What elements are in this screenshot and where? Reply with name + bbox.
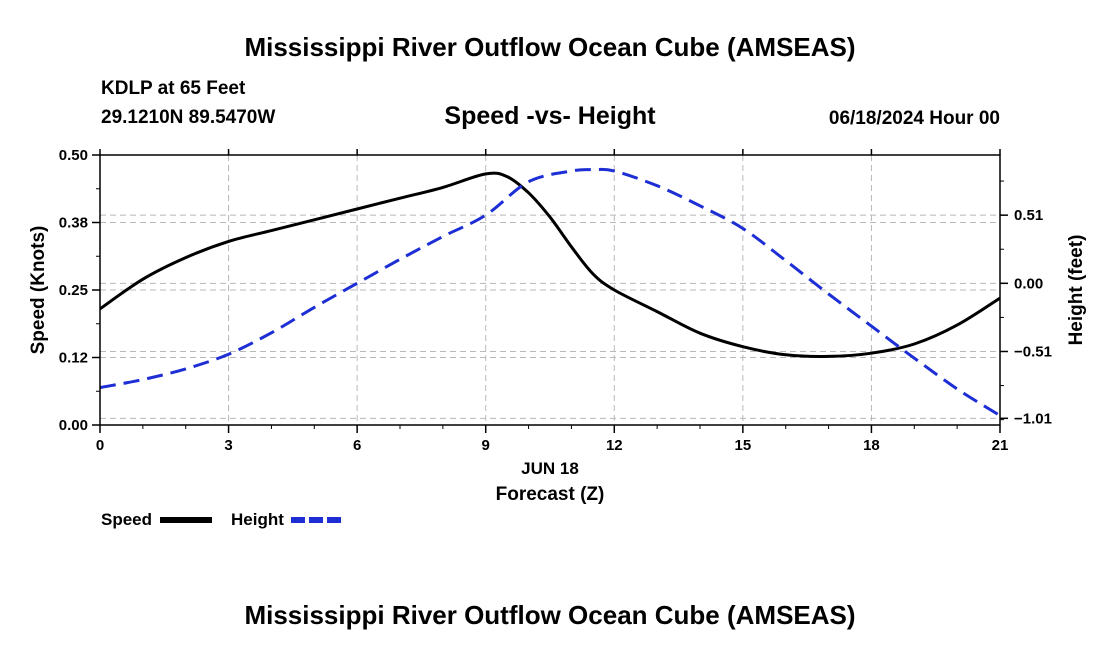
height-series-line bbox=[100, 169, 1000, 415]
x-tick-label: 12 bbox=[606, 437, 623, 454]
x-tick-label: 15 bbox=[735, 437, 752, 454]
series-lines bbox=[100, 169, 1000, 415]
station-label: KDLP at 65 Feet bbox=[101, 78, 246, 99]
speed-series-line bbox=[100, 173, 1000, 356]
y-tick-label: 0.50 bbox=[59, 147, 88, 164]
x-tick-label: 6 bbox=[353, 437, 361, 454]
y2-tick-label: 0.00 bbox=[1014, 275, 1043, 292]
chart-title: Speed -vs- Height bbox=[444, 102, 656, 130]
x-axis-label: Forecast (Z) bbox=[496, 484, 605, 505]
y2-tick-label: −1.01 bbox=[1014, 410, 1052, 427]
x-tick-label: 3 bbox=[224, 437, 232, 454]
y-tick-label: 0.00 bbox=[59, 417, 88, 434]
chart-canvas: Mississippi River Outflow Ocean Cube (AM… bbox=[0, 0, 1100, 650]
y2-tick-label: −0.51 bbox=[1014, 343, 1052, 360]
date-label: JUN 18 bbox=[521, 459, 579, 478]
y-axis-label: Speed (Knots) bbox=[28, 226, 49, 355]
y-tick-label: 0.38 bbox=[59, 215, 88, 232]
y2-tick-label: 0.51 bbox=[1014, 207, 1043, 224]
location-label: 29.1210N 89.5470W bbox=[101, 107, 275, 128]
y-tick-label: 0.25 bbox=[59, 282, 88, 299]
datetime-label: 06/18/2024 Hour 00 bbox=[829, 108, 1000, 129]
footer-title: Mississippi River Outflow Ocean Cube (AM… bbox=[244, 600, 855, 630]
grid-lines bbox=[100, 155, 1000, 425]
x-tick-label: 18 bbox=[863, 437, 880, 454]
legend-height-label: Height bbox=[231, 510, 284, 529]
main-title: Mississippi River Outflow Ocean Cube (AM… bbox=[244, 32, 855, 62]
legend-speed-label: Speed bbox=[101, 510, 152, 529]
x-tick-label: 0 bbox=[96, 437, 104, 454]
legend: Speed Height bbox=[101, 510, 343, 529]
x-tick-label: 9 bbox=[482, 437, 490, 454]
x-tick-label: 21 bbox=[992, 437, 1009, 454]
y2-axis-label: Height (feet) bbox=[1066, 235, 1087, 346]
y-tick-label: 0.12 bbox=[59, 350, 88, 367]
axis-ticks: 0 3 6 9 12 15 18 21 0.00 0.12 0.25 0.38 0.50 0.51 0.00… bbox=[59, 147, 1052, 454]
